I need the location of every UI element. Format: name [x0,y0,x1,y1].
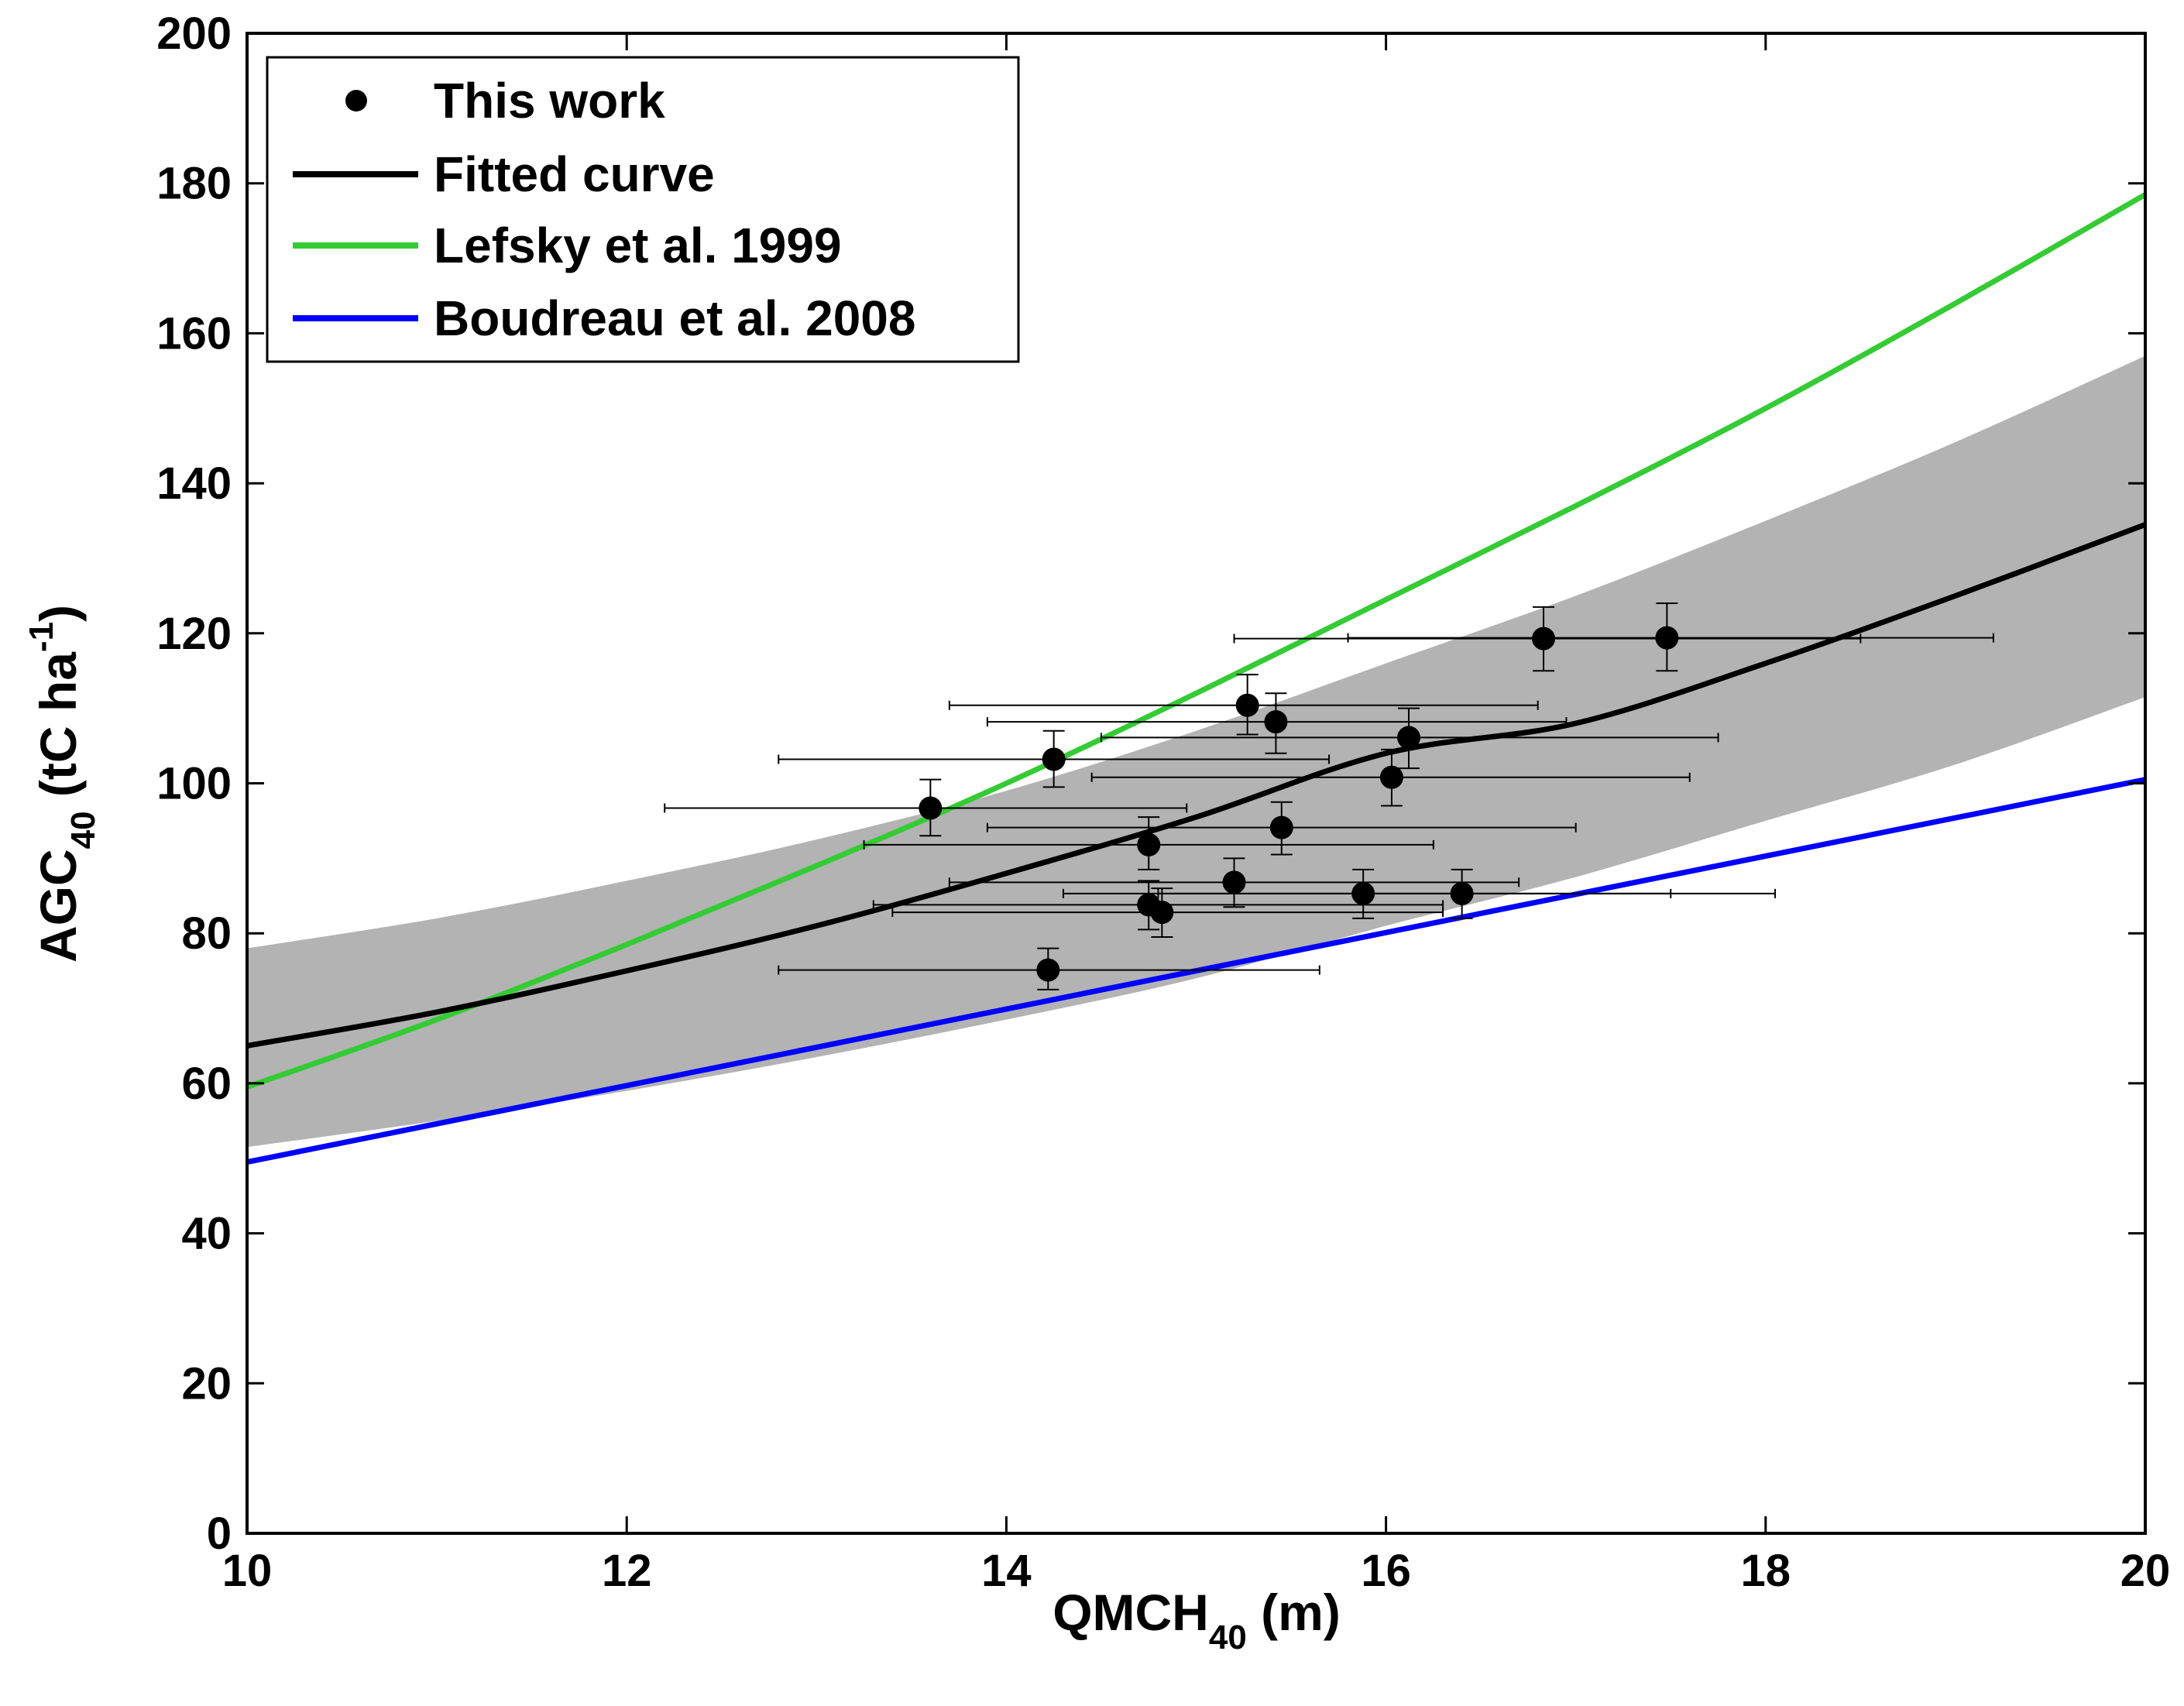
data-point [1397,726,1421,750]
x-tick-label: 14 [981,1546,1032,1596]
data-point-group [1347,602,1994,672]
x-tick-label: 16 [1361,1546,1411,1596]
data-point [1264,710,1288,734]
data-point [1269,815,1293,839]
data-point [1137,832,1161,856]
data-point-group [1100,707,1719,770]
data-point [1150,901,1174,925]
y-tick-label: 0 [207,1509,232,1559]
x-tick-label: 12 [602,1546,652,1596]
data-point [1379,765,1403,789]
y-tick-label: 60 [181,1059,232,1109]
x-tick-label: 10 [222,1546,273,1596]
x-tick-label: 20 [2120,1546,2171,1596]
data-point-group [948,674,1539,736]
y-tick-label: 80 [181,908,232,959]
data-point [919,796,943,820]
x-axis-label: QMCH40 (m) [1053,1584,1341,1656]
data-point-group [863,816,1434,870]
y-tick-label: 200 [156,9,232,59]
plot-content [247,192,2145,1165]
data-point [1036,958,1060,982]
data-point-group [778,947,1320,990]
y-tick-label: 100 [156,759,232,809]
data-point [1655,626,1679,650]
data-point [1222,870,1246,894]
legend-label-this-work: This work [434,73,665,129]
y-tick-label: 20 [181,1358,232,1409]
y-tick-label: 40 [181,1209,232,1259]
data-point-group [986,692,1568,754]
data-point-group [1157,868,1777,919]
data-point-group [778,729,1331,788]
y-tick-label: 160 [156,308,232,359]
legend-label-fitted-curve: Fitted curve [434,146,715,202]
y-tick-label: 140 [156,458,232,509]
y-axis-label: AGC40 (tC ha-1) [22,605,102,963]
data-point-group [1090,748,1691,807]
data-point [1450,881,1474,905]
x-tick-label: 18 [1741,1546,1791,1596]
y-tick-label: 180 [156,159,232,209]
axis-ticks [246,32,2147,1535]
data-point-group [948,857,1520,908]
legend-marker-this-work [345,90,367,112]
legend: This work Fitted curve Lefsky et al. 199… [266,56,1020,363]
y-tick-label: 120 [156,609,232,659]
data-point-group [986,801,1577,856]
data-point [1235,693,1259,717]
legend-box [266,56,1020,363]
lefsky-1999-line [247,192,2145,1090]
legend-label-lefsky: Lefsky et al. 1999 [434,218,842,273]
legend-label-boudreau: Boudreau et al. 2008 [434,290,915,346]
data-point-group [891,887,1444,939]
data-point-group [664,778,1188,837]
data-point [1042,747,1066,771]
